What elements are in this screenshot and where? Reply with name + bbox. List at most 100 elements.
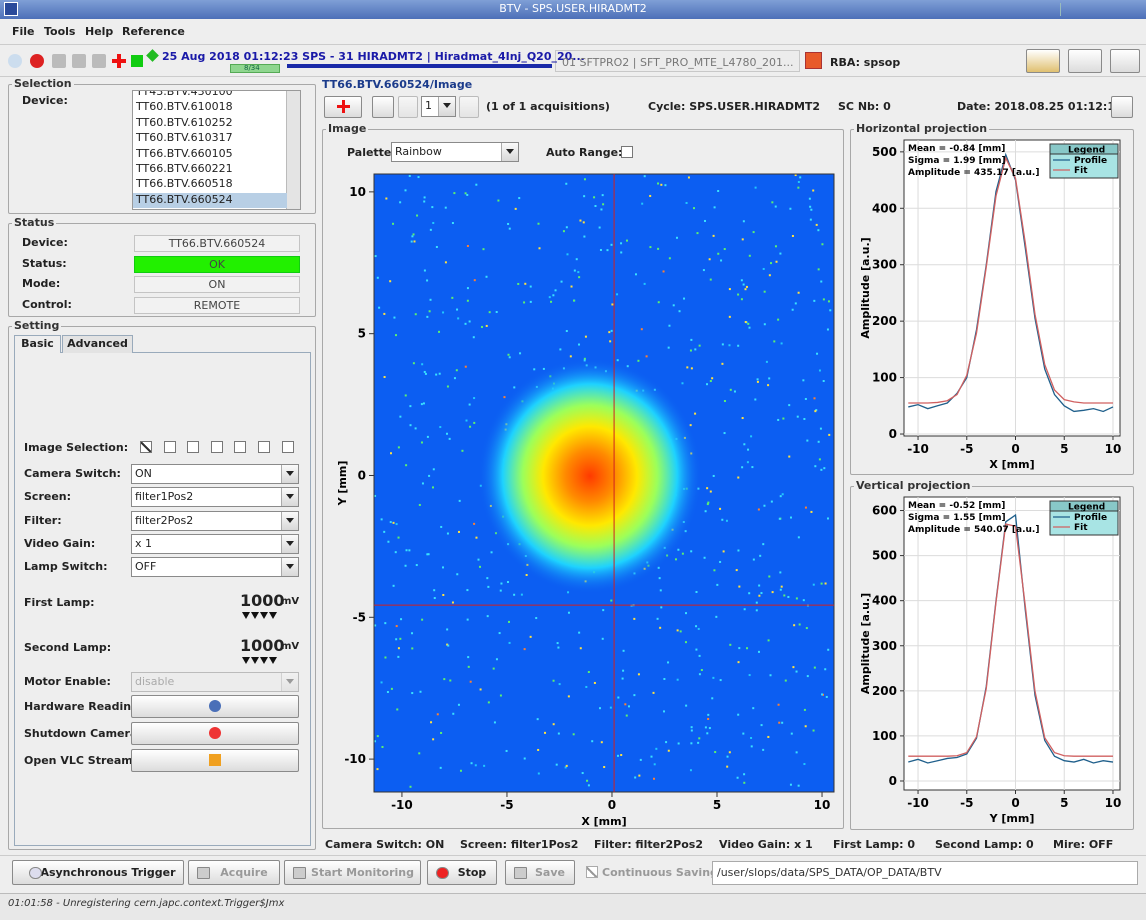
device-item[interactable]: TT60.BTV.610018 xyxy=(136,100,233,114)
device-item[interactable]: TT66.BTV.660524 xyxy=(133,192,287,208)
combo-arrow xyxy=(281,512,298,530)
comment-button[interactable] xyxy=(1111,96,1133,118)
toolbar-icon[interactable] xyxy=(52,54,66,68)
setting-combo[interactable]: OFF xyxy=(131,557,299,577)
toolbar-icon[interactable] xyxy=(92,54,106,68)
button-label: Shutdown Camera: xyxy=(24,727,142,740)
cycle-bar xyxy=(287,64,552,68)
device-label: Device: xyxy=(22,94,68,107)
image-checkbox[interactable] xyxy=(187,441,200,453)
lamp-label: Second Lamp: xyxy=(24,641,112,654)
image-checkbox[interactable] xyxy=(140,441,152,453)
setting-combo[interactable]: ON xyxy=(131,464,299,484)
button-icon xyxy=(209,700,221,712)
run-icon[interactable] xyxy=(131,55,143,67)
image-checkbox[interactable] xyxy=(258,441,270,453)
tab[interactable]: Advanced xyxy=(62,335,133,353)
footer-button-icon xyxy=(293,867,306,879)
status-group xyxy=(8,223,316,317)
auto-range-label: Auto Range: xyxy=(546,146,623,159)
folder-button[interactable] xyxy=(1026,49,1060,73)
footer-button-label: Stop xyxy=(457,866,487,879)
image-checkbox[interactable] xyxy=(234,441,247,453)
index-spinner[interactable]: 1 xyxy=(421,96,456,117)
save-image-button[interactable] xyxy=(372,96,394,118)
toolbar-icon[interactable] xyxy=(8,54,22,68)
combo-arrow xyxy=(281,465,298,483)
device-item[interactable]: TT66.BTV.660221 xyxy=(136,162,233,175)
footer-button[interactable]: Stop xyxy=(427,860,497,885)
motor-label: Motor Enable: xyxy=(24,675,111,688)
setting-combo[interactable]: filter2Pos2 xyxy=(131,511,299,531)
footer-info: Filter: filter2Pos2 xyxy=(594,838,703,851)
window-buttons[interactable] xyxy=(1060,3,1140,16)
image-checkbox[interactable] xyxy=(281,441,294,453)
window-title: BTV - SPS.USER.HIRADMT2 xyxy=(499,2,647,15)
setting-label: Camera Switch: xyxy=(24,467,121,480)
footer-info: Second Lamp: 0 xyxy=(935,838,1034,851)
footer-button-icon xyxy=(514,867,527,879)
status-label: Status: xyxy=(22,256,67,270)
add-icon[interactable] xyxy=(112,54,126,68)
palette-combo[interactable]: Rainbow xyxy=(391,142,519,162)
lamp-unit: mV xyxy=(281,641,300,652)
info-button[interactable] xyxy=(1110,49,1140,73)
footer-button[interactable]: Acquire xyxy=(188,860,280,885)
menu-item[interactable]: File xyxy=(12,25,35,38)
footer-button[interactable]: Asynchronous Trigger xyxy=(12,860,184,885)
next-button[interactable] xyxy=(459,96,479,118)
lamp-arrow[interactable] xyxy=(260,612,268,619)
list-scrollbar[interactable] xyxy=(286,91,300,209)
next-cycle: 01 SFTPRO2 | SFT_PRO_MTE_L4780_201... xyxy=(562,56,794,69)
lamp-arrow[interactable] xyxy=(269,657,277,664)
auto-range-checkbox[interactable] xyxy=(621,146,633,158)
setting-combo[interactable]: x 1 xyxy=(131,534,299,554)
button-icon xyxy=(209,727,221,739)
save-path: /user/slops/data/SPS_DATA/OP_DATA/BTV xyxy=(712,861,1138,885)
lamp-arrow[interactable] xyxy=(260,657,268,664)
status-value: TT66.BTV.660524 xyxy=(134,235,300,252)
image-checkbox[interactable] xyxy=(210,441,223,453)
status-label: Control: xyxy=(22,297,72,311)
device-item[interactable]: TT60.BTV.610252 xyxy=(136,115,233,129)
selection-group xyxy=(8,84,316,214)
device-item[interactable]: TT66.BTV.660105 xyxy=(136,146,233,160)
lamp-arrow[interactable] xyxy=(251,657,259,664)
status-group-title: Status xyxy=(12,216,57,229)
footer-button-label: Acquire xyxy=(220,866,268,879)
image-checkbox[interactable] xyxy=(163,441,176,453)
rba-icon[interactable] xyxy=(805,52,822,69)
lamp-arrow[interactable] xyxy=(269,612,277,619)
combo-arrow xyxy=(501,143,518,161)
acquisitions: (1 of 1 acquisitions) xyxy=(486,100,610,113)
viewer-title: TT66.BTV.660524/Image xyxy=(322,78,473,91)
footer-button[interactable]: Start Monitoring xyxy=(284,860,421,885)
footer-button-icon xyxy=(197,867,210,879)
lamp-arrow[interactable] xyxy=(242,657,250,664)
device-item[interactable]: TT43.BTV.430100 xyxy=(136,90,233,98)
menu-item[interactable]: Help xyxy=(85,25,114,38)
device-item[interactable]: TT66.BTV.660518 xyxy=(136,177,233,191)
progress-text: 8/34 xyxy=(244,64,260,72)
settings-button[interactable] xyxy=(1068,49,1102,73)
continuous-checkbox[interactable] xyxy=(586,866,598,878)
tab[interactable]: Basic xyxy=(14,335,61,353)
tab-panel xyxy=(14,352,311,846)
timing-field xyxy=(555,50,800,72)
footer-button[interactable]: Save xyxy=(505,860,575,885)
toolbar-icon[interactable] xyxy=(72,54,86,68)
device-item[interactable]: TT60.BTV.610317 xyxy=(136,131,233,145)
setting-combo[interactable]: filter1Pos2 xyxy=(131,487,299,507)
toolbar-icon[interactable] xyxy=(30,54,44,68)
lamp-arrow[interactable] xyxy=(251,612,259,619)
prev-button[interactable] xyxy=(398,96,418,118)
lamp-unit: mV xyxy=(281,596,300,607)
selection-group-title: Selection xyxy=(12,77,74,90)
footer-info: First Lamp: 0 xyxy=(833,838,915,851)
projection-group-title: Vertical projection xyxy=(854,479,973,492)
button-icon xyxy=(209,754,221,766)
menu-item[interactable]: Tools xyxy=(44,25,76,38)
lamp-arrow[interactable] xyxy=(242,612,250,619)
lamp-value: 1000 xyxy=(240,636,285,655)
menu-item[interactable]: Reference xyxy=(122,25,185,38)
